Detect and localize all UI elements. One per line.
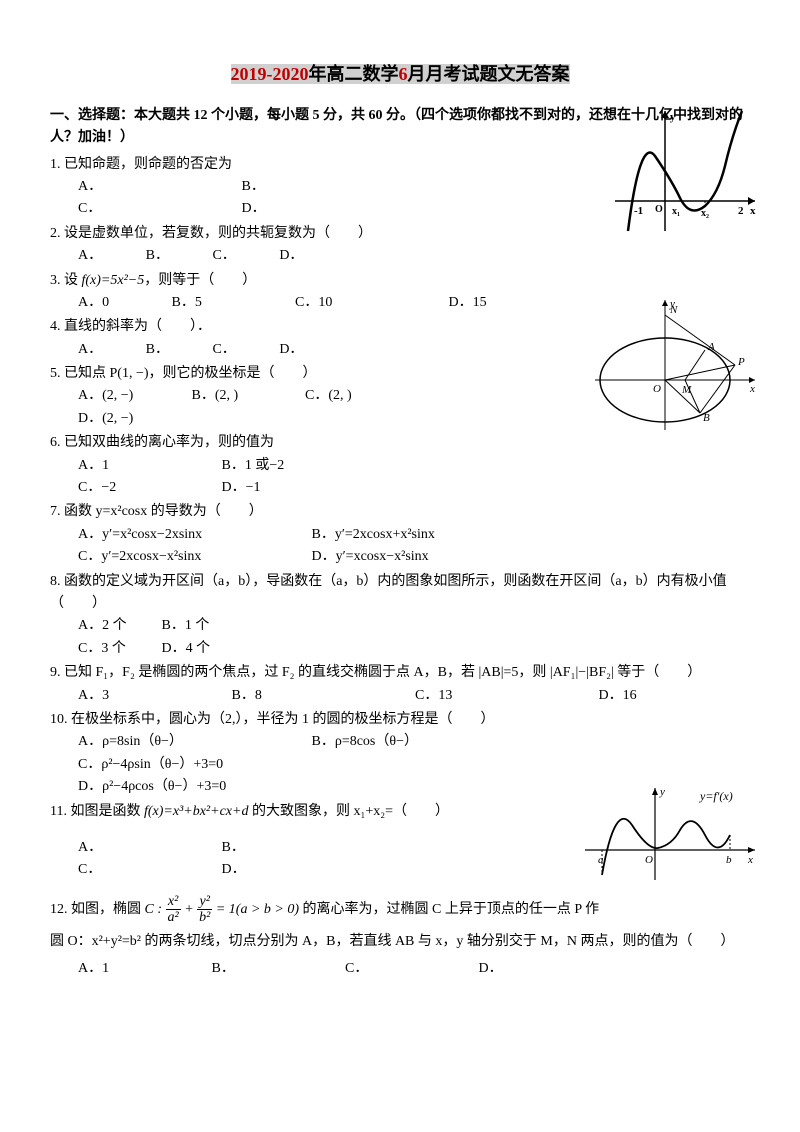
q2-stem: 2. 设是虚数单位，若复数，则的共轭复数为（ ） [50, 223, 750, 245]
question-11: 11. 如图是函数 f(x)=x³+bx²+cx+d 的大致图象，则 x₁+x₂… [50, 801, 750, 882]
q11-opt-d: D． [222, 862, 246, 877]
q10-opt-c: C．ρ²−4ρsin（θ−）+3=0 [78, 757, 223, 772]
q3-opt-c: C．10 [295, 292, 445, 314]
q12-stem-pre: 12. 如图，椭圆 [50, 902, 145, 917]
q3-opt-a: A．0 [78, 292, 168, 314]
question-7: 7. 函数 y=x²cosx 的导数为（ ） A．y′=x²cosx−2xsin… [50, 501, 750, 568]
question-9: 9. 已知 F₁，F₂ 是椭圆的两个焦点，过 F₂ 的直线交椭圆于点 A，B，若… [50, 662, 750, 707]
title-month: 6 [399, 64, 408, 84]
q3-opt-b: B．5 [172, 292, 292, 314]
q12-opt-d: D． [479, 958, 503, 980]
q6-opt-c: C．−2 [78, 477, 218, 499]
title-t2: 月月考试题文无答案 [408, 64, 570, 84]
svg-text:y: y [670, 111, 676, 123]
q7-opt-b: B．y′=2xcosx+x²sinx [312, 527, 435, 542]
q7-stem: 7. 函数 y=x²cosx 的导数为（ ） [50, 501, 750, 523]
q7-opt-c: C．y′=2xcosx−x²sinx [78, 546, 308, 568]
page-title: 2019-2020年高二数学6月月考试题文无答案 [50, 60, 750, 89]
q2-opt-d: D． [279, 245, 303, 267]
q3-formula: f(x)=5x²−5 [82, 273, 145, 288]
q8-stem: 8. 函数的定义域为开区间（a，b），导函数在（a，b）内的图象如图所示，则函数… [50, 571, 750, 616]
q11-stem-post: 的大致图象，则 x₁+x₂=（ ） [248, 804, 449, 819]
q10-opt-a: A．ρ=8sin（θ−） [78, 731, 308, 753]
svg-text:A: A [707, 341, 715, 353]
q9-opt-c: C．13 [415, 685, 555, 707]
q1-opt-d: D． [242, 201, 266, 216]
q9-opt-a: A．3 [78, 685, 188, 707]
q11-opt-a: A． [78, 837, 218, 859]
q5-opt-b: B．(2, ) [192, 385, 302, 407]
q1-opt-a: A． [78, 176, 238, 198]
question-2: 2. 设是虚数单位，若复数，则的共轭复数为（ ） A． B． C． D． [50, 223, 750, 268]
q5-opt-c: C．(2, ) [305, 388, 352, 403]
q8-opt-a: A．2 个 [78, 615, 158, 637]
q7-opt-d: D．y′=xcosx−x²sinx [312, 549, 429, 564]
title-year: 2019-2020 [231, 64, 309, 84]
q11-opt-c: C． [78, 859, 218, 881]
q1-stem: 1. 已知命题，则命题的否定为 [50, 154, 750, 176]
q6-opt-b: B．1 或−2 [222, 458, 285, 473]
q2-opt-a: A． [78, 245, 102, 267]
q4-opt-c: C． [212, 339, 235, 361]
q2-opt-b: B． [146, 245, 169, 267]
q3-stem-post: ，则等于（ ） [144, 273, 256, 288]
q11-formula: f(x)=x³+bx²+cx+d [144, 804, 248, 819]
q1-opt-c: C． [78, 198, 238, 220]
question-5: 5. 已知点 P(1, −)，则它的极坐标是（ ） A．(2, −) B．(2,… [50, 363, 750, 430]
page-content: 2019-2020年高二数学6月月考试题文无答案 一、选择题：本大题共 12 个… [50, 60, 750, 980]
q12-formula: C : x²a² + y²b² = 1(a > b > 0) [145, 902, 303, 917]
title-t1: 年高二数学 [309, 64, 399, 84]
svg-text:y: y [669, 298, 675, 310]
q7-opt-a: A．y′=x²cosx−2xsinx [78, 524, 308, 546]
q1-opt-b: B． [242, 179, 265, 194]
q4-opt-b: B． [146, 339, 169, 361]
svg-text:y: y [659, 786, 665, 798]
q9-opt-d: D．16 [599, 685, 637, 707]
q2-opt-c: C． [212, 245, 235, 267]
q10-stem: 10. 在极坐标系中，圆心为（2,），半径为 1 的圆的极坐标方程是（ ） [50, 709, 750, 731]
q12-opt-b: B． [212, 958, 302, 980]
q12-opt-a: A．1 [78, 958, 168, 980]
q11-stem-pre: 11. 如图是函数 [50, 804, 144, 819]
q8-opt-d: D．4 个 [162, 641, 211, 656]
q11-opt-b: B． [222, 840, 245, 855]
q12-stem-post: 圆 O：x²+y²=b² 的两条切线，切点分别为 A，B，若直线 AB 与 x，… [50, 931, 750, 953]
q8-opt-c: C．3 个 [78, 638, 158, 660]
q3-stem-pre: 3. 设 [50, 273, 82, 288]
q10-opt-b: B．ρ=8cos（θ−） [312, 734, 418, 749]
q10-opt-d: D．ρ²−4ρcos（θ−）+3=0 [78, 779, 226, 794]
q4-opt-d: D． [279, 339, 303, 361]
question-6: 6. 已知双曲线的离心率为，则的值为 A．1 B．1 或−2 C．−2 D．−1 [50, 432, 750, 499]
q5-opt-d: D．(2, −) [78, 411, 133, 426]
q6-opt-a: A．1 [78, 455, 218, 477]
q3-opt-d: D．15 [449, 295, 487, 310]
question-1: 1. 已知命题，则命题的否定为 A． B． C． D． [50, 154, 750, 221]
q5-opt-a: A．(2, −) [78, 385, 188, 407]
q12-stem-mid: 的离心率为，过椭圆 C 上异于顶点的任一点 P 作 [303, 902, 600, 917]
q9-stem: 9. 已知 F₁，F₂ 是椭圆的两个焦点，过 F₂ 的直线交椭圆于点 A，B，若… [50, 662, 750, 684]
q4-opt-a: A． [78, 339, 102, 361]
q9-opt-b: B．8 [232, 685, 372, 707]
question-8: 8. 函数的定义域为开区间（a，b），导函数在（a，b）内的图象如图所示，则函数… [50, 571, 750, 661]
q6-opt-d: D．−1 [222, 480, 261, 495]
svg-text:x: x [750, 205, 756, 217]
q12-opt-c: C． [345, 958, 435, 980]
q5-stem: 5. 已知点 P(1, −)，则它的极坐标是（ ） [50, 363, 750, 385]
question-12: 12. 如图，椭圆 C : x²a² + y²b² = 1(a > b > 0)… [50, 894, 750, 981]
q8-opt-b: B．1 个 [162, 618, 210, 633]
q6-stem: 6. 已知双曲线的离心率为，则的值为 [50, 432, 750, 454]
